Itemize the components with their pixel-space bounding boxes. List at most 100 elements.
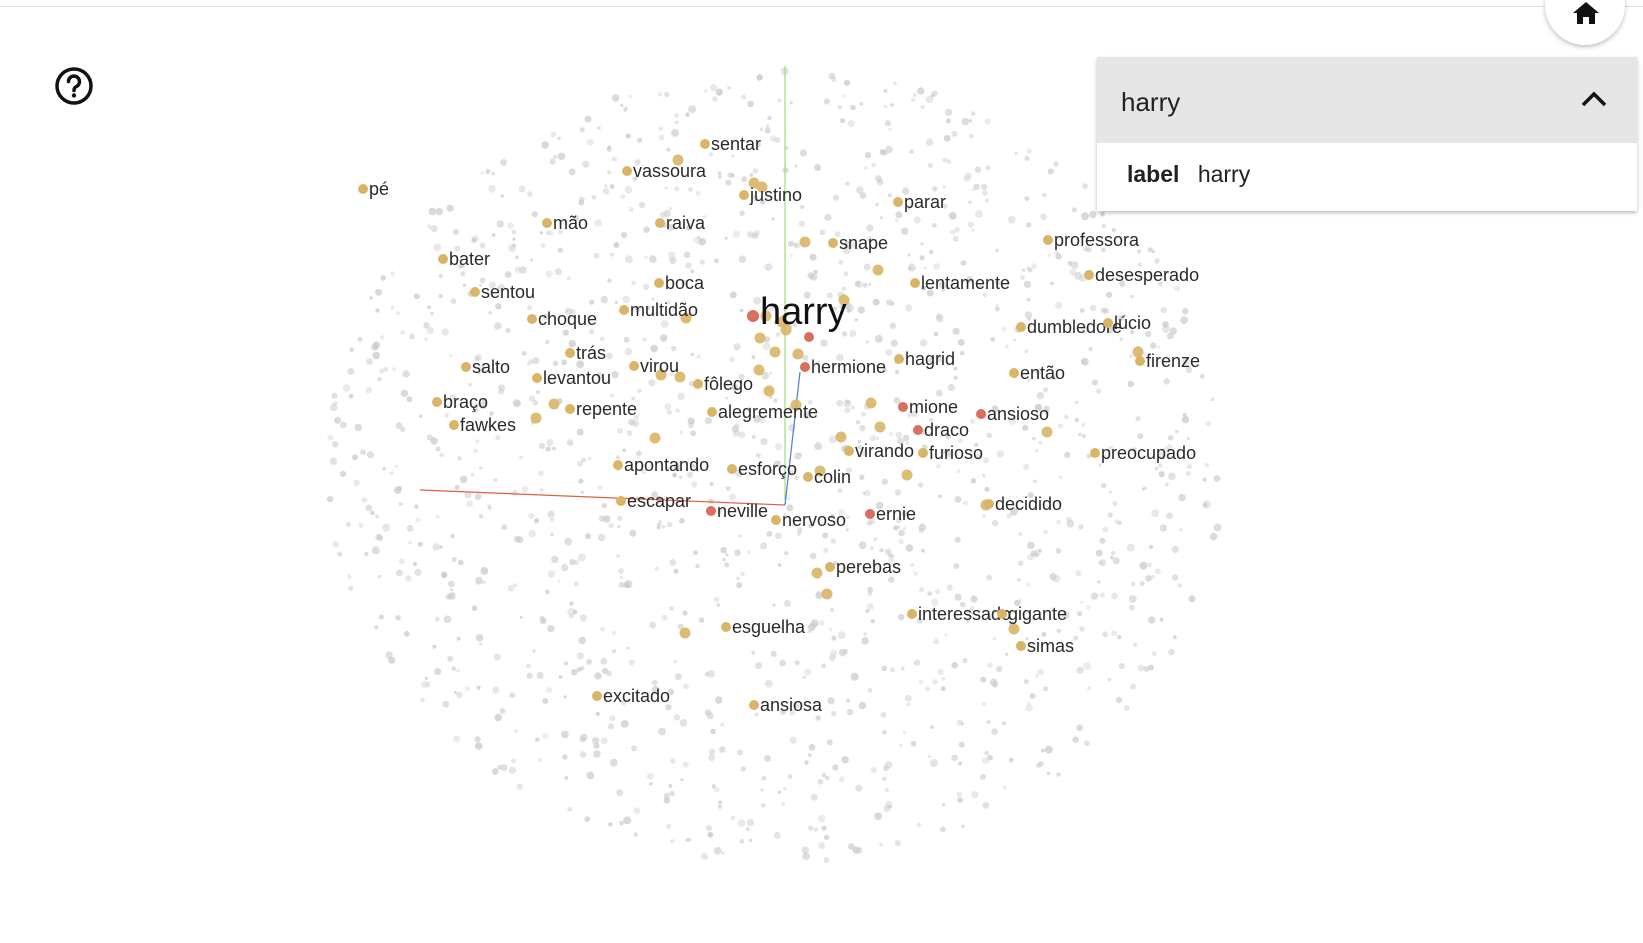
neighbor-point[interactable]: decidido [984, 494, 1062, 514]
neighbor-point[interactable]: boca [654, 273, 705, 293]
neighbor-label: fôlego [704, 374, 753, 394]
chevron-up-icon[interactable] [1581, 91, 1607, 107]
label-value: harry [1197, 161, 1251, 187]
neighbor-point[interactable]: repente [565, 399, 637, 419]
neighbor-label: draco [924, 420, 969, 440]
neighbor-point[interactable]: salto [461, 357, 510, 377]
neighbor-label: vassoura [633, 161, 707, 181]
neighbor-label: colin [814, 467, 851, 487]
extra-neighbor-points [530, 154, 1144, 639]
neighbor-label: lúcio [1114, 313, 1151, 333]
neighbor-point[interactable]: choque [527, 309, 597, 329]
neighbor-label: virando [855, 441, 914, 461]
neighbor-point[interactable]: raiva [655, 213, 706, 233]
neighbor-label: perebas [836, 557, 901, 577]
neighbor-label: salto [472, 357, 510, 377]
neighbor-label: fawkes [460, 415, 516, 435]
neighbor-point[interactable]: simas [1016, 636, 1074, 656]
neighbor-point[interactable]: professora [1043, 230, 1140, 250]
neighbor-point[interactable]: pé [358, 179, 389, 199]
neighbor-label: ernie [876, 504, 916, 524]
neighbor-label: braço [443, 392, 488, 412]
neighbor-point[interactable]: mione [898, 397, 958, 417]
label-key: label [1127, 161, 1180, 187]
neighbor-point[interactable]: sentar [700, 134, 761, 154]
neighbor-label: hagrid [905, 349, 955, 369]
neighbor-point[interactable]: interessado [907, 604, 1011, 624]
neighbor-label: mione [909, 397, 958, 417]
help-icon[interactable] [54, 66, 94, 106]
neighbor-point[interactable]: gigante [997, 604, 1067, 624]
neighbor-point[interactable]: perebas [825, 557, 901, 577]
neighbor-label: interessado [918, 604, 1011, 624]
selected-label: harry [760, 291, 847, 333]
neighbor-label: nervoso [782, 510, 846, 530]
neighbor-point[interactable]: excitado [592, 686, 670, 706]
neighbor-point[interactable]: esguelha [721, 617, 806, 637]
neighbor-point[interactable]: dumbledore [1016, 317, 1122, 337]
neighbor-point[interactable]: então [1009, 363, 1065, 383]
neighbor-point[interactable]: parar [893, 192, 946, 212]
selected-point[interactable]: harry [747, 291, 847, 342]
neighbor-point[interactable]: hagrid [894, 349, 955, 369]
neighbor-label: ansiosa [760, 695, 823, 715]
panel-title: harry [1121, 87, 1181, 117]
neighbor-point[interactable]: lúcio [1103, 313, 1151, 333]
neighbor-label: esforço [738, 459, 797, 479]
neighbor-point[interactable]: virando [844, 441, 914, 461]
neighbor-label: multidão [630, 300, 698, 320]
neighbor-point[interactable]: fawkes [449, 415, 516, 435]
neighbor-point[interactable]: bater [438, 249, 490, 269]
neighbor-label: hermione [811, 357, 886, 377]
neighbor-point[interactable]: ansiosa [749, 695, 823, 715]
neighbor-label: furioso [929, 443, 983, 463]
neighbor-point[interactable]: escapar [616, 491, 691, 511]
neighbor-point[interactable]: hermione [800, 357, 886, 377]
panel-header[interactable]: harry [1097, 57, 1637, 143]
neighbor-point[interactable]: vassoura [622, 161, 707, 181]
neighbor-point[interactable]: trás [565, 343, 606, 363]
neighbor-label: apontando [624, 455, 709, 475]
neighbor-label: pé [369, 179, 389, 199]
neighbor-point[interactable]: neville [706, 501, 768, 521]
home-icon [1573, 2, 1599, 24]
background-points [326, 67, 1222, 863]
neighbor-point[interactable]: fôlego [693, 374, 753, 394]
neighbor-label: parar [904, 192, 946, 212]
neighbor-point[interactable]: virou [629, 356, 679, 376]
neighbor-point[interactable]: justino [739, 185, 802, 205]
neighbor-label: bater [449, 249, 490, 269]
neighbor-label: esguelha [732, 617, 806, 637]
neighbor-label: dumbledore [1027, 317, 1122, 337]
neighbor-point[interactable]: alegremente [707, 402, 818, 422]
neighbor-point[interactable]: nervoso [771, 510, 846, 530]
neighbor-point[interactable]: apontando [613, 455, 709, 475]
neighbor-label: preocupado [1101, 443, 1196, 463]
neighbor-point[interactable]: draco [913, 420, 969, 440]
neighbor-label: snape [839, 233, 888, 253]
neighbor-point[interactable]: braço [432, 392, 488, 412]
neighbor-point[interactable]: firenze [1135, 351, 1200, 371]
neighbor-point[interactable]: sentou [470, 282, 535, 302]
neighbor-point[interactable]: esforço [727, 459, 797, 479]
neighbor-label: lentamente [921, 273, 1010, 293]
neighbor-label: mão [553, 213, 588, 233]
neighbor-point[interactable]: ernie [865, 504, 916, 524]
neighbor-point[interactable]: mão [542, 213, 588, 233]
neighbor-label: virou [640, 356, 679, 376]
neighbor-point[interactable]: furioso [918, 443, 983, 463]
neighbor-label: boca [665, 273, 705, 293]
neighbor-label: justino [749, 185, 802, 205]
neighbor-point[interactable]: snape [828, 233, 888, 253]
neighbor-point[interactable]: preocupado [1090, 443, 1196, 463]
neighbor-point[interactable]: levantou [532, 368, 611, 388]
neighbor-label: professora [1054, 230, 1140, 250]
axes [419, 66, 801, 506]
neighbor-point[interactable]: colin [803, 467, 851, 487]
neighbor-point[interactable]: multidão [619, 300, 698, 320]
neighbor-point[interactable]: lentamente [910, 273, 1010, 293]
neighbor-point[interactable]: ansioso [976, 404, 1049, 424]
neighbor-point[interactable]: desesperado [1084, 265, 1199, 285]
neighbor-label: sentar [711, 134, 761, 154]
